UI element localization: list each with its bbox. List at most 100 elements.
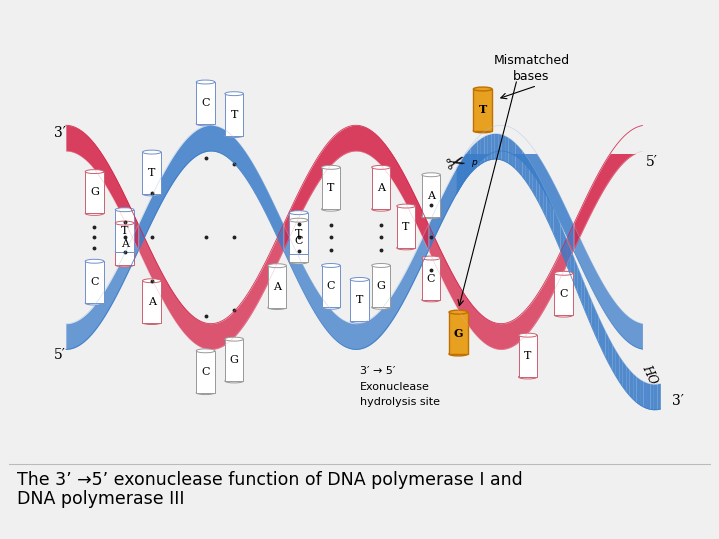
Bar (372, 167, 390, 209)
Bar (321, 167, 340, 209)
Text: 3′: 3′ (672, 394, 684, 408)
Ellipse shape (321, 264, 340, 267)
Text: G: G (230, 355, 239, 365)
Bar (518, 335, 537, 377)
Text: HO: HO (639, 362, 659, 386)
Bar (289, 220, 308, 262)
Ellipse shape (85, 170, 104, 174)
Bar (449, 312, 467, 354)
Text: T: T (356, 295, 363, 306)
Ellipse shape (372, 264, 390, 267)
Text: ✂: ✂ (444, 149, 469, 177)
Ellipse shape (196, 391, 215, 395)
Ellipse shape (372, 306, 390, 309)
Ellipse shape (449, 310, 467, 314)
Ellipse shape (321, 207, 340, 211)
Bar (85, 261, 104, 303)
Text: The 3’ →5’ exonuclease function of DNA polymerase I and: The 3’ →5’ exonuclease function of DNA p… (17, 471, 523, 489)
Text: G: G (377, 281, 385, 292)
Ellipse shape (85, 211, 104, 216)
Ellipse shape (289, 253, 308, 257)
Text: DNA polymerase III: DNA polymerase III (17, 490, 185, 508)
Text: A: A (427, 191, 435, 201)
Ellipse shape (422, 215, 441, 218)
Bar (142, 152, 161, 194)
Text: C: C (91, 277, 99, 287)
Bar (422, 175, 441, 217)
Bar (85, 171, 104, 213)
Ellipse shape (397, 204, 416, 208)
Ellipse shape (449, 352, 467, 356)
Ellipse shape (350, 278, 369, 281)
Ellipse shape (397, 246, 416, 250)
Ellipse shape (321, 306, 340, 309)
Text: T: T (327, 183, 334, 194)
Bar (267, 266, 286, 308)
Ellipse shape (267, 264, 286, 268)
Text: C: C (201, 98, 210, 108)
Bar (115, 223, 134, 265)
Ellipse shape (225, 337, 244, 341)
Ellipse shape (422, 173, 441, 177)
Ellipse shape (289, 211, 308, 215)
Bar (225, 94, 244, 135)
Bar (321, 266, 340, 307)
Text: T: T (148, 168, 155, 178)
Bar (225, 339, 244, 381)
Ellipse shape (372, 165, 390, 169)
Ellipse shape (473, 87, 492, 91)
Ellipse shape (142, 279, 161, 282)
Text: Exonuclease: Exonuclease (360, 383, 429, 392)
Ellipse shape (422, 256, 441, 260)
Ellipse shape (518, 375, 537, 379)
Ellipse shape (196, 80, 215, 84)
Bar (142, 281, 161, 322)
Bar (554, 273, 573, 315)
Text: T: T (231, 109, 238, 120)
Ellipse shape (372, 207, 390, 211)
Text: C: C (201, 367, 210, 377)
Text: 5′: 5′ (646, 155, 658, 169)
Ellipse shape (554, 313, 573, 317)
Text: G: G (454, 328, 463, 338)
Text: T: T (403, 222, 410, 232)
Text: T: T (295, 229, 302, 239)
Text: A: A (148, 296, 156, 307)
Bar (372, 266, 390, 307)
Bar (289, 213, 308, 254)
Ellipse shape (225, 379, 244, 383)
Ellipse shape (321, 165, 340, 169)
Ellipse shape (142, 321, 161, 324)
Text: hydrolysis site: hydrolysis site (360, 397, 439, 407)
Text: 5′: 5′ (54, 348, 66, 362)
Text: A: A (273, 281, 281, 292)
Bar (115, 210, 134, 252)
Ellipse shape (554, 271, 573, 275)
Ellipse shape (85, 259, 104, 263)
Ellipse shape (225, 134, 244, 137)
Ellipse shape (85, 301, 104, 305)
Text: T: T (479, 105, 487, 115)
Ellipse shape (142, 192, 161, 196)
Text: G: G (90, 188, 99, 197)
Ellipse shape (115, 208, 134, 212)
Ellipse shape (267, 306, 286, 309)
Text: Mismatched
bases: Mismatched bases (493, 54, 569, 83)
Text: T: T (121, 226, 128, 236)
Ellipse shape (225, 92, 244, 95)
Ellipse shape (518, 333, 537, 337)
Bar (196, 82, 215, 124)
Text: C: C (559, 289, 568, 299)
Text: T: T (524, 351, 531, 361)
Ellipse shape (473, 129, 492, 133)
Ellipse shape (115, 250, 134, 253)
Ellipse shape (196, 122, 215, 126)
Ellipse shape (350, 319, 369, 323)
Text: C: C (326, 281, 335, 292)
Text: C: C (427, 274, 436, 284)
Bar (350, 279, 369, 321)
Text: 3′ → 5′: 3′ → 5′ (360, 367, 395, 376)
Ellipse shape (422, 298, 441, 302)
Ellipse shape (289, 260, 308, 264)
Ellipse shape (196, 349, 215, 353)
